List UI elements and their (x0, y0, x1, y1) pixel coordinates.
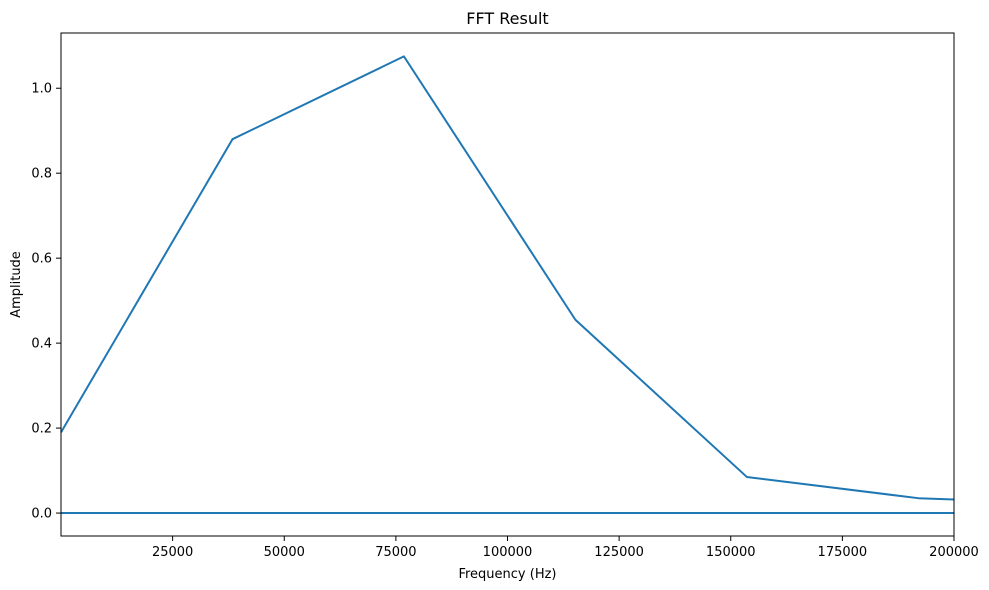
x-tick-label: 125000 (594, 545, 644, 560)
y-tick-label: 0.2 (31, 422, 52, 437)
plot-frame (60, 32, 955, 537)
x-tick-label: 75000 (375, 545, 416, 560)
series-line-1 (60, 55, 955, 501)
y-tick-label: 1.0 (31, 82, 52, 97)
x-tick-label: 50000 (264, 545, 305, 560)
chart-title: FFT Result (466, 9, 548, 28)
y-tick-label: 0.0 (31, 507, 52, 522)
plot-lines (60, 55, 955, 515)
y-tick-label: 0.6 (31, 252, 52, 267)
x-axis-ticks: 25000 50000 75000 100000 125000 150000 175000 2… (152, 536, 979, 560)
x-tick-label: 100000 (483, 545, 533, 560)
x-tick-label: 175000 (818, 545, 868, 560)
x-tick-label: 150000 (706, 545, 756, 560)
y-axis-label: Amplitude (9, 251, 24, 318)
x-tick-label: 25000 (152, 545, 193, 560)
x-tick-label: 200000 (929, 545, 979, 560)
y-tick-label: 0.4 (31, 337, 52, 352)
y-tick-label: 0.8 (31, 167, 52, 182)
x-axis-label: Frequency (Hz) (458, 567, 556, 582)
y-axis-ticks: 0.0 0.2 0.4 0.6 0.8 1.0 (31, 82, 61, 522)
